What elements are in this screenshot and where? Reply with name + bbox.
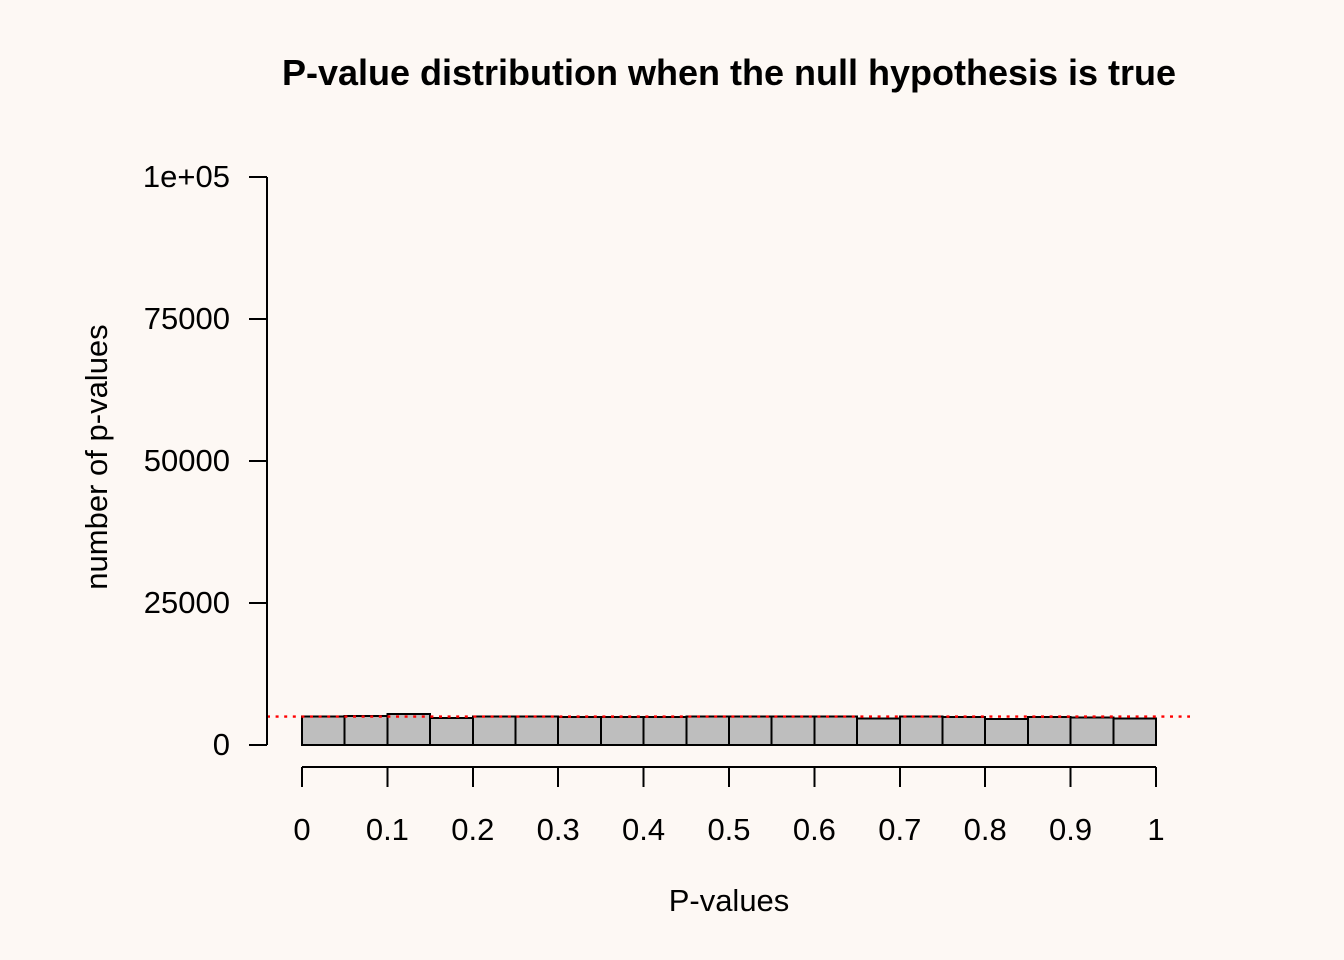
x-tick-label: 0.4 (622, 812, 666, 847)
histogram-bar (1069, 716, 1115, 746)
histogram-bar (728, 715, 773, 746)
histogram-bar (301, 715, 346, 746)
histogram-bar (429, 716, 474, 746)
histogram-bar (557, 716, 602, 747)
histogram-bar (514, 715, 560, 747)
x-tick-label: 0.2 (451, 812, 495, 847)
histogram-bar (770, 715, 816, 747)
y-tick-label: 25000 (143, 585, 230, 620)
chart-title: P-value distribution when the null hypot… (281, 52, 1177, 93)
y-tick-label: 50000 (143, 443, 230, 478)
histogram-bar (386, 713, 432, 747)
x-tick-label: 0.3 (536, 812, 580, 847)
x-axis (301, 766, 1157, 787)
histogram-bar (471, 715, 517, 747)
x-axis-title: P-values (668, 883, 790, 918)
x-tick-label: 0.5 (707, 812, 751, 847)
histogram-bar (599, 716, 645, 747)
histogram-bar (1026, 716, 1072, 747)
histogram-bar (813, 715, 859, 747)
x-tick-label: 0.6 (792, 812, 836, 847)
histogram-bar (898, 715, 944, 747)
y-axis (249, 176, 268, 746)
y-tick-label: 75000 (143, 301, 230, 336)
x-tick-label: 0.8 (963, 812, 1007, 847)
x-tick-label: 0.1 (365, 812, 409, 847)
x-tick-label: 0.7 (878, 812, 922, 847)
histogram-bar (1112, 717, 1158, 746)
x-tick-label: 1 (1147, 812, 1165, 847)
x-tick-label: 0 (293, 812, 311, 847)
y-tick-label: 1e+05 (142, 159, 230, 194)
x-tick-label: 0.9 (1049, 812, 1093, 847)
histogram-bar (642, 715, 688, 746)
histogram-bar (856, 717, 901, 746)
histogram-bar (941, 715, 987, 746)
y-tick-label: 0 (212, 727, 230, 762)
histogram-bar (685, 715, 730, 746)
histogram-bar (343, 715, 389, 746)
histogram-bar (984, 718, 1029, 747)
